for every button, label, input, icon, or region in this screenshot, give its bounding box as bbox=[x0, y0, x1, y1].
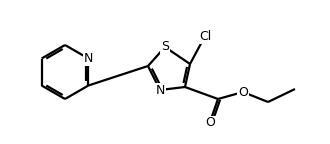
Text: S: S bbox=[161, 40, 169, 54]
Text: N: N bbox=[155, 84, 165, 96]
Text: Cl: Cl bbox=[199, 30, 211, 42]
Text: O: O bbox=[205, 116, 215, 129]
Text: O: O bbox=[238, 86, 248, 98]
Text: N: N bbox=[84, 52, 93, 65]
